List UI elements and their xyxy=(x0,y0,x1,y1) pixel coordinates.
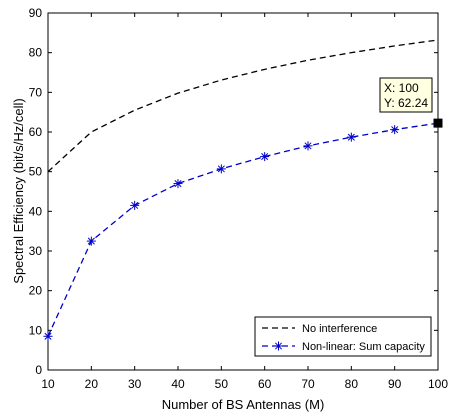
legend-asterisk xyxy=(274,341,283,351)
y-axis-label: Spectral Efficiency (bit/s/Hz/cell) xyxy=(11,98,26,283)
x-axis-label: Number of BS Antennas (M) xyxy=(162,397,325,412)
x-tick-label-70: 70 xyxy=(301,377,315,391)
data-point-non-linear-sum-capacity-10 xyxy=(43,331,53,341)
y-tick-label-70: 70 xyxy=(29,85,43,99)
x-tick-label-60: 60 xyxy=(258,377,272,391)
data-point-non-linear-sum-capacity-60 xyxy=(260,152,270,162)
y-tick-label-0: 0 xyxy=(35,363,42,377)
data-point-non-linear-sum-capacity-30 xyxy=(130,200,140,210)
datatip-x-text: X: 100 xyxy=(384,81,419,95)
x-tick-label-80: 80 xyxy=(345,377,359,391)
datatip-y-text: Y: 62.24 xyxy=(384,96,428,110)
datatip-marker[interactable] xyxy=(433,118,443,128)
plot-area xyxy=(47,12,439,371)
data-point-non-linear-sum-capacity-80 xyxy=(346,132,356,142)
data-point-non-linear-sum-capacity-40 xyxy=(173,179,183,189)
y-tick-label-10: 10 xyxy=(29,323,43,337)
x-tick-label-10: 10 xyxy=(41,377,55,391)
x-tick-label-40: 40 xyxy=(171,377,185,391)
x-tick-label-90: 90 xyxy=(388,377,402,391)
x-tick-label-30: 30 xyxy=(128,377,142,391)
y-tick-label-60: 60 xyxy=(29,125,43,139)
legend-label-sum-capacity: Non-linear: Sum capacity xyxy=(302,341,425,353)
data-point-non-linear-sum-capacity-50 xyxy=(216,164,226,174)
x-tick-label-20: 20 xyxy=(85,377,99,391)
legend-box xyxy=(254,316,432,357)
legend: No interference Non-linear: Sum capacity xyxy=(254,316,432,357)
y-tick-label-30: 30 xyxy=(29,244,43,258)
x-tick-label-100: 100 xyxy=(428,377,448,391)
legend-marker-asterisk xyxy=(274,341,283,351)
datatip-box xyxy=(379,77,433,113)
y-tick-label-20: 20 xyxy=(29,284,43,298)
series-layer xyxy=(43,39,443,341)
series-line-no-interference xyxy=(47,39,439,173)
y-tick-label-90: 90 xyxy=(29,6,43,20)
y-tick-label-40: 40 xyxy=(29,204,43,218)
series-line-non-linear-sum-capacity xyxy=(47,122,439,337)
legend-label-no-interference: No interference xyxy=(302,323,377,335)
x-tick-label-50: 50 xyxy=(215,377,229,391)
y-tick-label-50: 50 xyxy=(29,165,43,179)
datatip[interactable]: X: 100 Y: 62.24 xyxy=(379,77,433,113)
data-point-non-linear-sum-capacity-70 xyxy=(303,141,313,151)
y-tick-label-80: 80 xyxy=(29,46,43,60)
data-point-non-linear-sum-capacity-20 xyxy=(86,236,96,246)
data-point-non-linear-sum-capacity-90 xyxy=(390,125,400,135)
